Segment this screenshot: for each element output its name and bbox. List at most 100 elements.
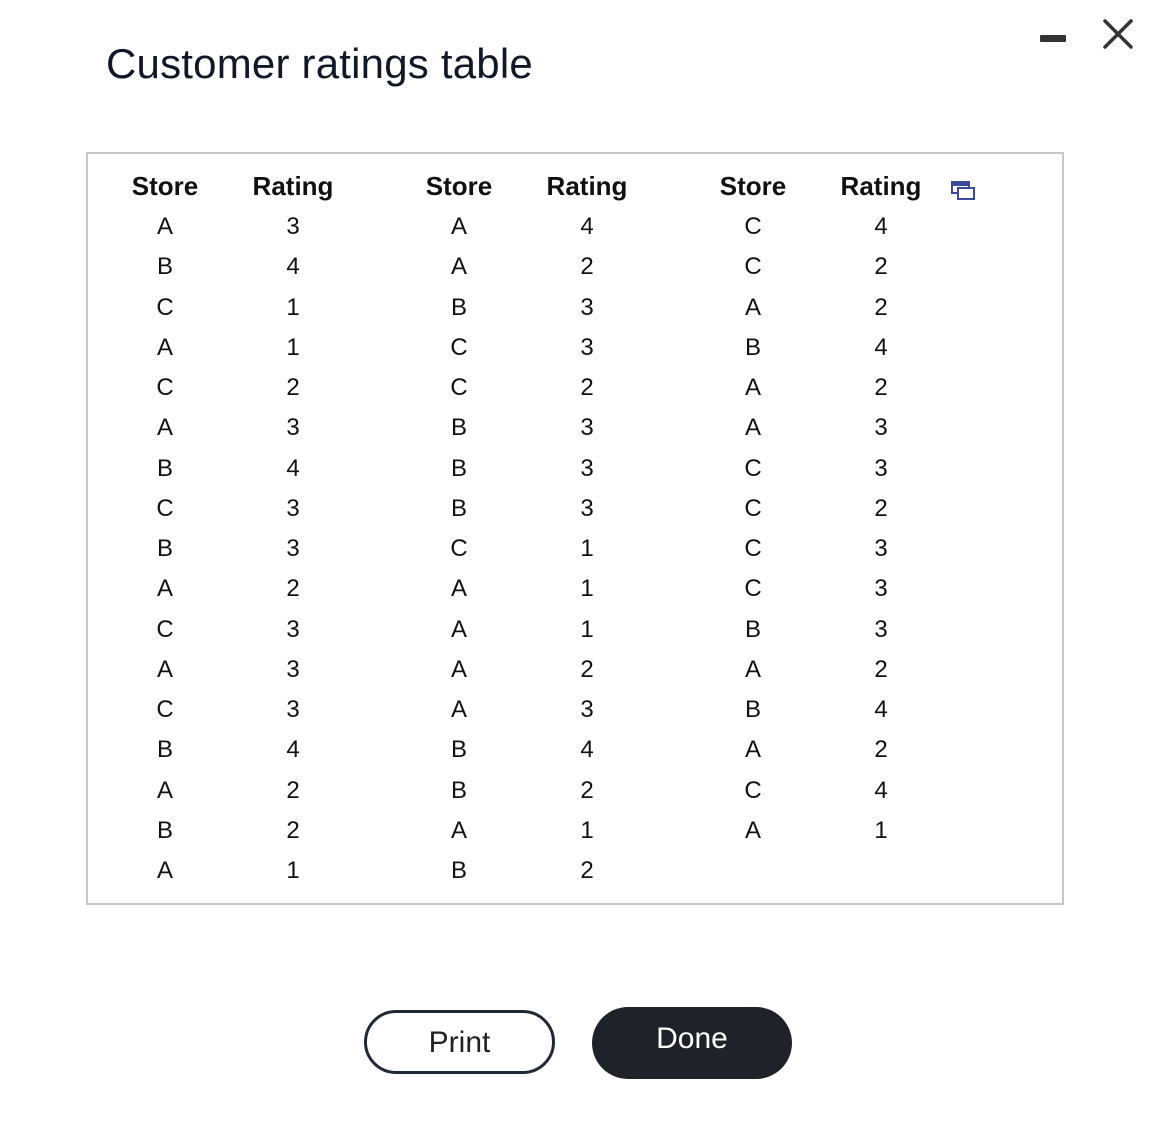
store-cell: C bbox=[450, 333, 468, 361]
rating-cell: 1 bbox=[286, 293, 300, 321]
rating-cell: 3 bbox=[874, 535, 888, 562]
rating-cell: 2 bbox=[286, 374, 300, 401]
rating-cell: 2 bbox=[874, 655, 888, 683]
store-cell: A bbox=[156, 857, 173, 884]
store-cell: C bbox=[744, 535, 762, 562]
ratings-table: Store A B C A C A B C B A C A C B A B A Rating 3 4 1 1 2 3 4 3 3 2 3 3… bbox=[86, 152, 1064, 905]
rating-header: Rating bbox=[252, 171, 334, 201]
store-cell: C bbox=[450, 535, 468, 562]
done-button[interactable]: Done bbox=[592, 1007, 792, 1079]
rating-cell: 3 bbox=[874, 575, 888, 603]
store-header: Store bbox=[131, 171, 199, 201]
store-cell: C bbox=[156, 696, 174, 723]
store-cell: A bbox=[450, 615, 467, 643]
store-cell: B bbox=[156, 535, 173, 562]
rating-cell: 3 bbox=[874, 454, 888, 482]
store-cell: C bbox=[156, 615, 174, 643]
store-cell: A bbox=[744, 414, 761, 442]
store-cell: C bbox=[156, 494, 174, 522]
rating-cell: 2 bbox=[580, 655, 594, 683]
rating-cell: 3 bbox=[286, 615, 300, 643]
store-cell: A bbox=[450, 575, 467, 603]
rating-cell: 3 bbox=[286, 535, 300, 562]
store-cell: C bbox=[744, 575, 762, 603]
store-column: Store A B C A C A B C B A C A C B A B A bbox=[100, 154, 230, 891]
store-column: Store A A B C C B B B C A A A A B B A B bbox=[394, 154, 524, 891]
store-cell: A bbox=[156, 655, 173, 683]
rating-cell: 4 bbox=[580, 736, 594, 764]
rating-cell: 3 bbox=[286, 213, 300, 240]
store-cell: A bbox=[744, 736, 761, 764]
rating-cell: 4 bbox=[874, 333, 888, 361]
store-cell: B bbox=[744, 615, 761, 643]
rating-cell: 2 bbox=[580, 374, 594, 401]
store-cell: B bbox=[156, 253, 173, 281]
store-cell: C bbox=[156, 293, 174, 321]
rating-cell: 3 bbox=[580, 414, 594, 442]
store-cell: B bbox=[450, 494, 467, 522]
store-cell: C bbox=[744, 776, 762, 804]
rating-cell: 3 bbox=[580, 333, 594, 361]
store-cell: A bbox=[450, 696, 467, 723]
popout-icon[interactable] bbox=[950, 180, 976, 202]
rating-cell: 4 bbox=[874, 776, 888, 804]
store-cell: C bbox=[744, 253, 762, 281]
rating-cell: 1 bbox=[286, 333, 300, 361]
store-cell: A bbox=[156, 213, 173, 240]
store-cell: B bbox=[450, 736, 467, 764]
rating-cell: 2 bbox=[874, 736, 888, 764]
rating-cell: 3 bbox=[286, 414, 300, 442]
store-cell: B bbox=[450, 414, 467, 442]
store-cell: A bbox=[156, 414, 173, 442]
close-icon[interactable] bbox=[1100, 16, 1136, 52]
rating-cell: 1 bbox=[874, 816, 888, 844]
store-cell: A bbox=[156, 333, 173, 361]
store-cell: A bbox=[450, 655, 467, 683]
rating-cell: 1 bbox=[580, 816, 594, 844]
rating-cell: 4 bbox=[874, 213, 888, 240]
rating-cell: 3 bbox=[874, 615, 888, 643]
store-cell: A bbox=[744, 816, 761, 844]
store-cell: A bbox=[450, 213, 467, 240]
store-cell: B bbox=[450, 857, 467, 884]
rating-cell: 3 bbox=[286, 696, 300, 723]
minimize-icon[interactable] bbox=[1036, 26, 1070, 48]
rating-cell: 3 bbox=[580, 494, 594, 522]
store-cell: A bbox=[744, 655, 761, 683]
rating-cell: 2 bbox=[580, 857, 594, 884]
rating-cell: 1 bbox=[580, 535, 594, 562]
store-cell: B bbox=[744, 696, 761, 723]
store-cell: C bbox=[450, 374, 468, 401]
store-cell: B bbox=[450, 454, 467, 482]
rating-cell: 4 bbox=[874, 696, 888, 723]
store-cell: A bbox=[450, 253, 467, 281]
rating-cell: 3 bbox=[286, 655, 300, 683]
rating-cell: 4 bbox=[286, 736, 300, 764]
store-cell: B bbox=[156, 736, 173, 764]
store-cell: B bbox=[450, 293, 467, 321]
rating-cell: 2 bbox=[874, 253, 888, 281]
store-cell: C bbox=[156, 374, 174, 401]
store-cell: A bbox=[450, 816, 467, 844]
store-column: Store C C A B A A C C C C B A B A C A bbox=[688, 154, 818, 851]
store-cell: C bbox=[744, 494, 762, 522]
store-cell: C bbox=[744, 213, 762, 240]
dialog-title: Customer ratings table bbox=[106, 40, 533, 87]
store-cell: B bbox=[450, 776, 467, 804]
rating-column: Rating 4 2 3 3 2 3 3 3 1 1 1 2 3 4 2 1 2 bbox=[522, 154, 652, 891]
rating-cell: 3 bbox=[580, 454, 594, 482]
rating-cell: 2 bbox=[286, 575, 300, 603]
rating-header: Rating bbox=[840, 171, 922, 201]
rating-cell: 2 bbox=[874, 374, 888, 401]
store-cell: A bbox=[744, 374, 761, 401]
rating-cell: 2 bbox=[580, 253, 594, 281]
rating-header: Rating bbox=[546, 171, 628, 201]
print-button[interactable]: Print bbox=[364, 1010, 555, 1074]
rating-cell: 3 bbox=[580, 293, 594, 321]
rating-cell: 3 bbox=[286, 494, 300, 522]
rating-cell: 2 bbox=[286, 776, 300, 804]
rating-cell: 3 bbox=[580, 696, 594, 723]
store-header: Store bbox=[425, 171, 493, 201]
store-cell: C bbox=[744, 454, 762, 482]
store-cell: A bbox=[156, 575, 173, 603]
